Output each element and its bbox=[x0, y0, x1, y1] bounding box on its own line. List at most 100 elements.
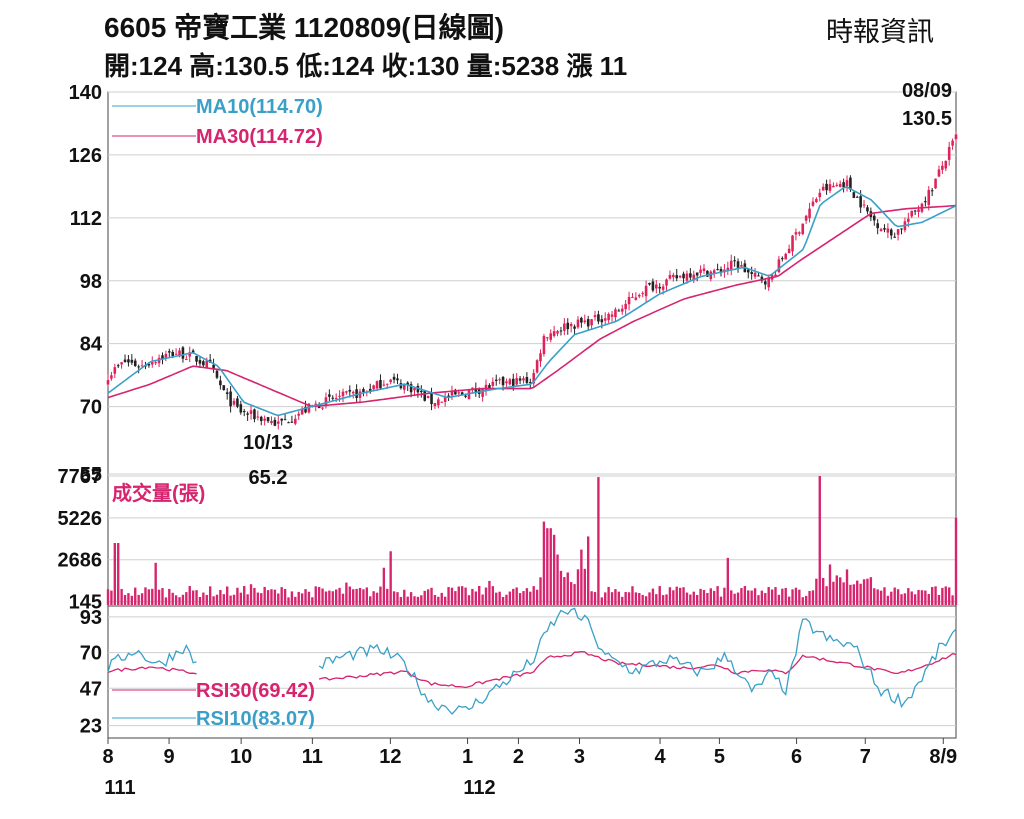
candle-body bbox=[256, 416, 260, 418]
candle-body bbox=[862, 204, 866, 206]
volume-bar bbox=[352, 589, 355, 605]
candle-body bbox=[784, 253, 788, 260]
volume-bar bbox=[130, 595, 134, 605]
candle-body bbox=[774, 274, 777, 277]
candle-body bbox=[825, 183, 828, 191]
candle-body bbox=[447, 395, 450, 398]
volume-bar bbox=[794, 587, 798, 605]
candle-body bbox=[215, 370, 219, 378]
candle-body bbox=[501, 376, 505, 386]
volume-bar bbox=[314, 586, 317, 605]
candle-body bbox=[695, 272, 699, 276]
volume-bar bbox=[818, 476, 821, 605]
candle-body bbox=[426, 395, 430, 398]
candle-body bbox=[583, 320, 587, 323]
volume-bar bbox=[151, 588, 154, 605]
candle-body bbox=[362, 389, 365, 392]
volume-bar bbox=[862, 579, 866, 605]
candle-body bbox=[924, 201, 927, 203]
candle-body bbox=[273, 419, 277, 426]
volume-bar bbox=[386, 588, 389, 605]
volume-bar bbox=[358, 587, 362, 605]
volume-bar bbox=[539, 577, 542, 605]
volume-bar bbox=[821, 577, 825, 605]
candle-body bbox=[450, 391, 454, 396]
candle-body bbox=[672, 274, 675, 278]
volume-bar bbox=[389, 551, 392, 605]
candle-body bbox=[348, 389, 352, 392]
candle-body bbox=[338, 395, 341, 397]
volume-bar bbox=[106, 589, 110, 605]
candle-body bbox=[603, 318, 607, 321]
volume-bar bbox=[471, 588, 474, 605]
candle-body bbox=[954, 134, 958, 140]
volume-bar bbox=[849, 584, 852, 605]
candle-body bbox=[573, 326, 576, 329]
volume-bar bbox=[304, 589, 307, 605]
volume-bar bbox=[280, 587, 283, 605]
rsi-tick-label: 23 bbox=[80, 716, 102, 738]
volume-bar bbox=[185, 592, 188, 605]
volume-bar bbox=[750, 590, 753, 605]
candle-body bbox=[535, 360, 539, 373]
volume-bar bbox=[937, 594, 941, 605]
candle-body bbox=[297, 413, 301, 416]
volume-bar bbox=[580, 549, 583, 605]
candle-body bbox=[494, 379, 498, 381]
volume-bar bbox=[896, 589, 900, 605]
candle-body bbox=[879, 229, 883, 232]
volume-bar bbox=[110, 590, 113, 605]
candle-body bbox=[385, 383, 389, 385]
volume-bar bbox=[907, 588, 910, 605]
candle-body bbox=[801, 223, 805, 235]
volume-bar bbox=[682, 587, 685, 605]
volume-bar bbox=[328, 590, 331, 605]
volume-bar bbox=[546, 528, 549, 605]
candle-body bbox=[614, 309, 617, 318]
candle-body bbox=[423, 390, 427, 401]
volume-bar bbox=[716, 586, 719, 605]
volume-bar bbox=[369, 596, 372, 605]
volume-bar bbox=[832, 581, 835, 605]
candle-body bbox=[505, 381, 508, 384]
volume-bar bbox=[791, 589, 794, 605]
volume-bar bbox=[164, 597, 168, 605]
volume-bar bbox=[307, 591, 311, 605]
candle-body bbox=[866, 207, 869, 212]
volume-bar bbox=[774, 587, 777, 605]
volume-bar bbox=[232, 594, 236, 605]
x-tick-label: 10 bbox=[230, 746, 252, 768]
candle-body bbox=[161, 355, 164, 359]
candle-body bbox=[930, 190, 934, 192]
candle-body bbox=[539, 353, 542, 362]
legend-rsi30: RSI30(69.42) bbox=[196, 680, 315, 702]
candle-body bbox=[334, 397, 338, 399]
candle-body bbox=[467, 390, 471, 400]
candle-body bbox=[188, 352, 192, 357]
volume-bar bbox=[256, 592, 260, 605]
volume-bar bbox=[730, 590, 733, 605]
candle-body bbox=[736, 261, 740, 268]
volume-bar bbox=[723, 587, 726, 605]
x-tick-label: 8/9 bbox=[929, 746, 957, 768]
volume-bar bbox=[515, 587, 518, 605]
volume-bar bbox=[658, 586, 661, 605]
volume-tick-label: 7767 bbox=[58, 466, 103, 488]
candle-body bbox=[219, 380, 222, 386]
candle-body bbox=[794, 232, 798, 235]
volume-bar bbox=[873, 588, 876, 605]
volume-bar bbox=[300, 593, 304, 605]
candle-body bbox=[382, 384, 386, 386]
volume-bar bbox=[123, 595, 127, 605]
candle-body bbox=[457, 392, 461, 394]
candle-body bbox=[181, 347, 185, 359]
candle-body bbox=[699, 269, 702, 273]
volume-bar bbox=[174, 595, 178, 605]
candle-body bbox=[651, 281, 655, 291]
volume-bar bbox=[522, 591, 525, 605]
volume-bar bbox=[695, 594, 699, 605]
volume-bar bbox=[760, 590, 764, 605]
volume-bar bbox=[644, 596, 648, 605]
volume-tick-label: 5226 bbox=[58, 508, 103, 530]
volume-bar bbox=[913, 594, 917, 605]
